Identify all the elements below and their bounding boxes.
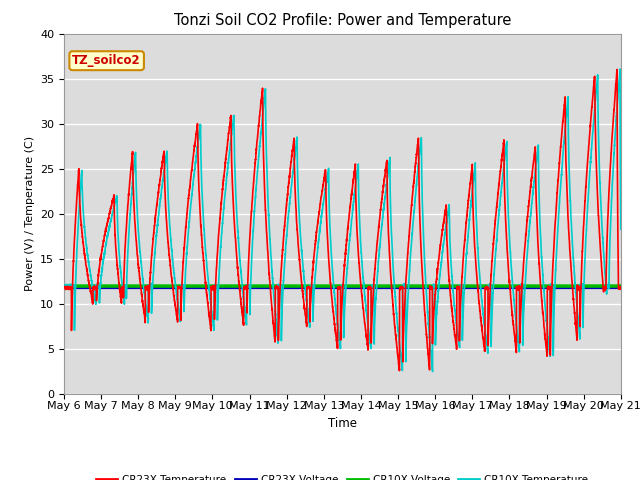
X-axis label: Time: Time xyxy=(328,417,357,430)
Y-axis label: Power (V) / Temperature (C): Power (V) / Temperature (C) xyxy=(24,136,35,291)
Legend: CR23X Temperature, CR23X Voltage, CR10X Voltage, CR10X Temperature: CR23X Temperature, CR23X Voltage, CR10X … xyxy=(92,471,593,480)
Text: TZ_soilco2: TZ_soilco2 xyxy=(72,54,141,67)
Title: Tonzi Soil CO2 Profile: Power and Temperature: Tonzi Soil CO2 Profile: Power and Temper… xyxy=(173,13,511,28)
